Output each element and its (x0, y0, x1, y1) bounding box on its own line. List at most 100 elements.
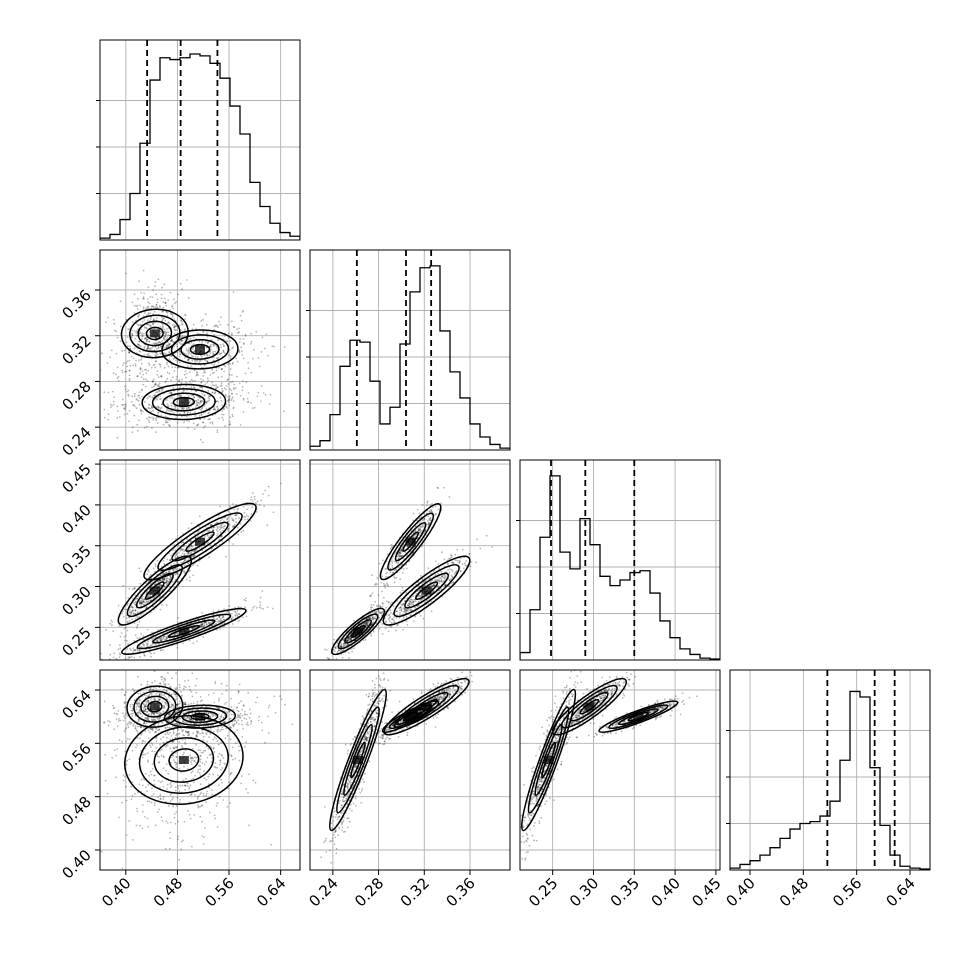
scatter-point (369, 606, 372, 609)
scatter-point (229, 357, 232, 359)
scatter-point (144, 641, 147, 643)
scatter-point (381, 605, 384, 608)
scatter-point (217, 386, 220, 389)
scatter-point (198, 340, 201, 343)
scatter-point (148, 395, 151, 398)
scatter-point (261, 336, 264, 339)
scatter-point (244, 334, 247, 337)
scatter-point (190, 378, 193, 381)
scatter-point (133, 330, 136, 333)
scatter-point (432, 590, 435, 593)
scatter-point (126, 336, 129, 338)
scatter-point (141, 338, 143, 340)
scatter-point (119, 325, 122, 328)
scatter-point (232, 406, 235, 409)
scatter-point (192, 555, 194, 558)
scatter-point (389, 547, 392, 550)
scatter-point (458, 561, 461, 564)
scatter-point (444, 576, 446, 579)
scatter-point (242, 338, 245, 340)
scatter-point (438, 578, 440, 581)
scatter-point (470, 561, 473, 563)
scatter-point (475, 561, 477, 564)
scatter-point (163, 578, 166, 580)
scatter-point (161, 340, 164, 342)
scatter-point (203, 369, 206, 372)
scatter-point (240, 531, 243, 533)
scatter-point (131, 301, 134, 304)
scatter-point (149, 312, 152, 314)
scatter-point (186, 350, 188, 352)
scatter-point (260, 607, 262, 609)
scatter-point (238, 331, 241, 334)
scatter-point (151, 581, 154, 583)
scatter-point (343, 644, 346, 647)
scatter-point (236, 609, 239, 612)
scatter-point (231, 413, 234, 416)
scatter-point (219, 396, 222, 399)
scatter-point (117, 663, 119, 665)
scatter-point (138, 313, 141, 316)
scatter-point (170, 392, 172, 395)
scatter-point (221, 413, 224, 416)
scatter-point (420, 574, 422, 577)
scatter-point (150, 655, 152, 658)
scatter-point (131, 431, 134, 434)
scatter-point (178, 355, 181, 358)
scatter-point (228, 524, 231, 526)
scatter-point (148, 600, 150, 603)
scatter-point (213, 408, 215, 411)
scatter-point (159, 649, 162, 652)
scatter-point (221, 540, 224, 542)
scatter-point (157, 406, 160, 409)
scatter-point (163, 339, 166, 341)
scatter-point (120, 632, 123, 634)
scatter-point (234, 513, 237, 516)
scatter-point (386, 583, 389, 586)
scatter-point (220, 535, 223, 538)
scatter-point (152, 313, 154, 315)
scatter-point (132, 609, 134, 611)
scatter-point (149, 318, 152, 320)
scatter-point (400, 549, 403, 551)
scatter-panel-2-0 (99, 459, 301, 665)
scatter-point (417, 527, 420, 530)
scatter-point (189, 400, 191, 402)
scatter-point (152, 364, 155, 367)
scatter-point (441, 551, 443, 554)
scatter-point (338, 649, 341, 652)
scatter-point (146, 595, 149, 598)
scatter-point (133, 622, 136, 624)
scatter-point (409, 603, 411, 606)
scatter-point (148, 421, 151, 423)
scatter-point (142, 383, 145, 386)
scatter-point (178, 350, 181, 353)
scatter-point (465, 560, 468, 562)
scatter-point (155, 640, 158, 643)
scatter-point (381, 590, 383, 593)
scatter-point (212, 384, 214, 386)
scatter-point (250, 340, 253, 343)
scatter-point (429, 517, 432, 520)
scatter-point (461, 563, 464, 566)
scatter-point (154, 563, 157, 566)
scatter-point (121, 403, 124, 406)
scatter-point (353, 647, 355, 650)
scatter-point (185, 376, 187, 379)
scatter-point (169, 425, 171, 428)
scatter-point (237, 620, 240, 623)
scatter-point (188, 639, 191, 642)
scatter-point (139, 367, 142, 370)
scatter-point (238, 341, 241, 343)
scatter-point (238, 350, 240, 353)
scatter-point (412, 601, 415, 604)
scatter-point (216, 405, 219, 408)
scatter-point (364, 638, 367, 641)
scatter-point (139, 372, 142, 375)
scatter-point (132, 606, 134, 609)
histogram-step-2 (520, 475, 720, 660)
scatter-point (443, 558, 446, 561)
scatter-point (235, 521, 238, 524)
scatter-point (381, 623, 384, 625)
scatter-point (264, 347, 266, 350)
